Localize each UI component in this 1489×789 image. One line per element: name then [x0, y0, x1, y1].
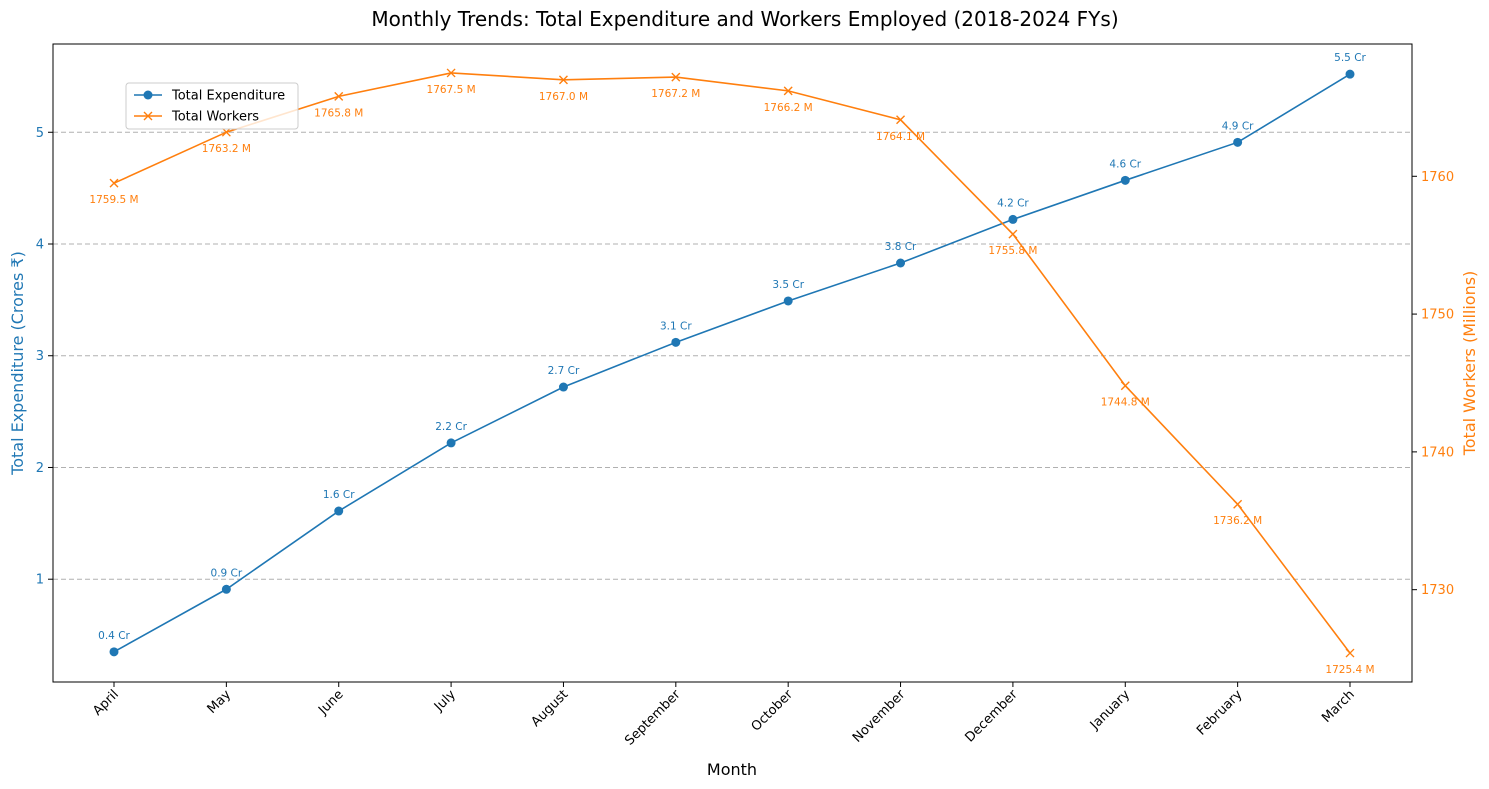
- expenditure-data-label: 4.6 Cr: [1109, 158, 1141, 170]
- workers-data-label: 1765.8 M: [314, 107, 363, 119]
- left-y-tick-label: 5: [36, 126, 44, 141]
- x-tick-label: June: [315, 687, 346, 718]
- series-layer: 0.4 Cr 0.9 Cr 1.6 Cr 2.2 Cr 2.7 Cr 3.1 Cr 3.5 …: [89, 52, 1374, 676]
- left-y-axis-label: Total Expenditure (Crores ₹): [8, 251, 27, 476]
- expenditure-data-label: 3.8 Cr: [885, 241, 917, 253]
- legend-label: Total Expenditure: [171, 89, 285, 104]
- x-tick-label: December: [962, 687, 1021, 746]
- workers-point: [1008, 229, 1018, 239]
- x-tick-label: February: [1194, 687, 1246, 739]
- left-y-tick-label: 4: [36, 238, 44, 253]
- x-tick-label: October: [749, 687, 797, 735]
- expenditure-point: [558, 382, 568, 392]
- expenditure-point: [1008, 214, 1018, 224]
- expenditure-data-label: 0.4 Cr: [98, 630, 130, 642]
- workers-point: [1120, 381, 1130, 391]
- x-axis-label: Month: [707, 760, 757, 779]
- grid: [53, 131, 1412, 580]
- expenditure-data-label: 3.1 Cr: [660, 320, 692, 332]
- workers-point: [109, 178, 119, 188]
- expenditure-point: [1345, 69, 1355, 79]
- workers-point: [896, 115, 906, 125]
- workers-point: [1345, 648, 1355, 658]
- workers-point: [334, 91, 344, 101]
- workers-point: [446, 68, 456, 78]
- left-y-tick-label: 2: [36, 461, 44, 476]
- legend-box: [125, 82, 299, 130]
- workers-data-label: 1766.2 M: [764, 102, 813, 114]
- right-y-axis-label: Total Workers (Millions): [1460, 271, 1479, 457]
- expenditure-point: [783, 296, 793, 306]
- expenditure-data-label: 2.7 Cr: [548, 365, 580, 377]
- legend-marker: [143, 111, 153, 121]
- expenditure-point: [334, 506, 344, 516]
- workers-data-label: 1759.5 M: [89, 194, 138, 206]
- workers-point: [671, 72, 681, 82]
- left-y-tick-label: 3: [36, 349, 44, 364]
- expenditure-point: [221, 584, 231, 594]
- plot-frame: [52, 43, 1413, 683]
- right-y-tick-label: 1730: [1421, 583, 1454, 598]
- expenditure-data-label: 3.5 Cr: [772, 279, 804, 291]
- expenditure-point: [896, 258, 906, 268]
- workers-point: [783, 86, 793, 96]
- workers-data-label: 1755.8 M: [988, 245, 1037, 257]
- expenditure-line: [113, 73, 1351, 653]
- expenditure-point: [109, 647, 119, 657]
- expenditure-data-label: 1.6 Cr: [323, 489, 355, 501]
- right-y-tick-label: 1740: [1421, 445, 1454, 460]
- workers-point: [1233, 499, 1243, 509]
- x-tick-label: August: [529, 687, 572, 730]
- workers-data-label: 1767.0 M: [539, 91, 588, 103]
- legend-label: Total Workers: [171, 110, 259, 125]
- chart-title: Monthly Trends: Total Expenditure and Wo…: [371, 7, 1118, 31]
- x-tick-label: January: [1087, 687, 1133, 733]
- workers-data-label: 1767.5 M: [427, 84, 476, 96]
- right-y-tick-label: 1750: [1421, 308, 1454, 323]
- legend-marker: [143, 90, 153, 100]
- workers-data-label: 1764.1 M: [876, 131, 925, 143]
- expenditure-data-label: 4.9 Cr: [1222, 120, 1254, 132]
- legend: Total Expenditure Total Workers: [125, 82, 299, 130]
- right-y-tick-label: 1760: [1421, 170, 1454, 185]
- expenditure-point: [446, 438, 456, 448]
- x-tick-label: November: [850, 687, 909, 746]
- expenditure-data-label: 5.5 Cr: [1334, 52, 1366, 64]
- x-tick-label: March: [1319, 687, 1358, 726]
- x-tick-label: September: [622, 687, 684, 749]
- expenditure-point: [1233, 137, 1243, 147]
- expenditure-data-label: 2.2 Cr: [435, 421, 467, 433]
- workers-data-label: 1744.8 M: [1101, 397, 1150, 409]
- axes: 1 2 3 4 5 1730 1740 1750 1760 April May June July Aug…: [36, 126, 1454, 749]
- x-tick-label: May: [205, 687, 235, 717]
- expenditure-point: [1120, 175, 1130, 185]
- workers-line: [113, 72, 1351, 654]
- workers-point: [221, 127, 231, 137]
- x-tick-label: April: [90, 687, 122, 719]
- expenditure-data-label: 4.2 Cr: [997, 197, 1029, 209]
- expenditure-data-label: 0.9 Cr: [211, 567, 243, 579]
- workers-data-label: 1736.2 M: [1213, 515, 1262, 527]
- workers-data-label: 1763.2 M: [202, 143, 251, 155]
- workers-data-label: 1725.4 M: [1325, 664, 1374, 676]
- expenditure-point: [671, 337, 681, 347]
- workers-data-label: 1767.2 M: [651, 88, 700, 100]
- x-tick-label: July: [431, 687, 459, 715]
- workers-point: [558, 75, 568, 85]
- left-y-tick-label: 1: [36, 573, 44, 588]
